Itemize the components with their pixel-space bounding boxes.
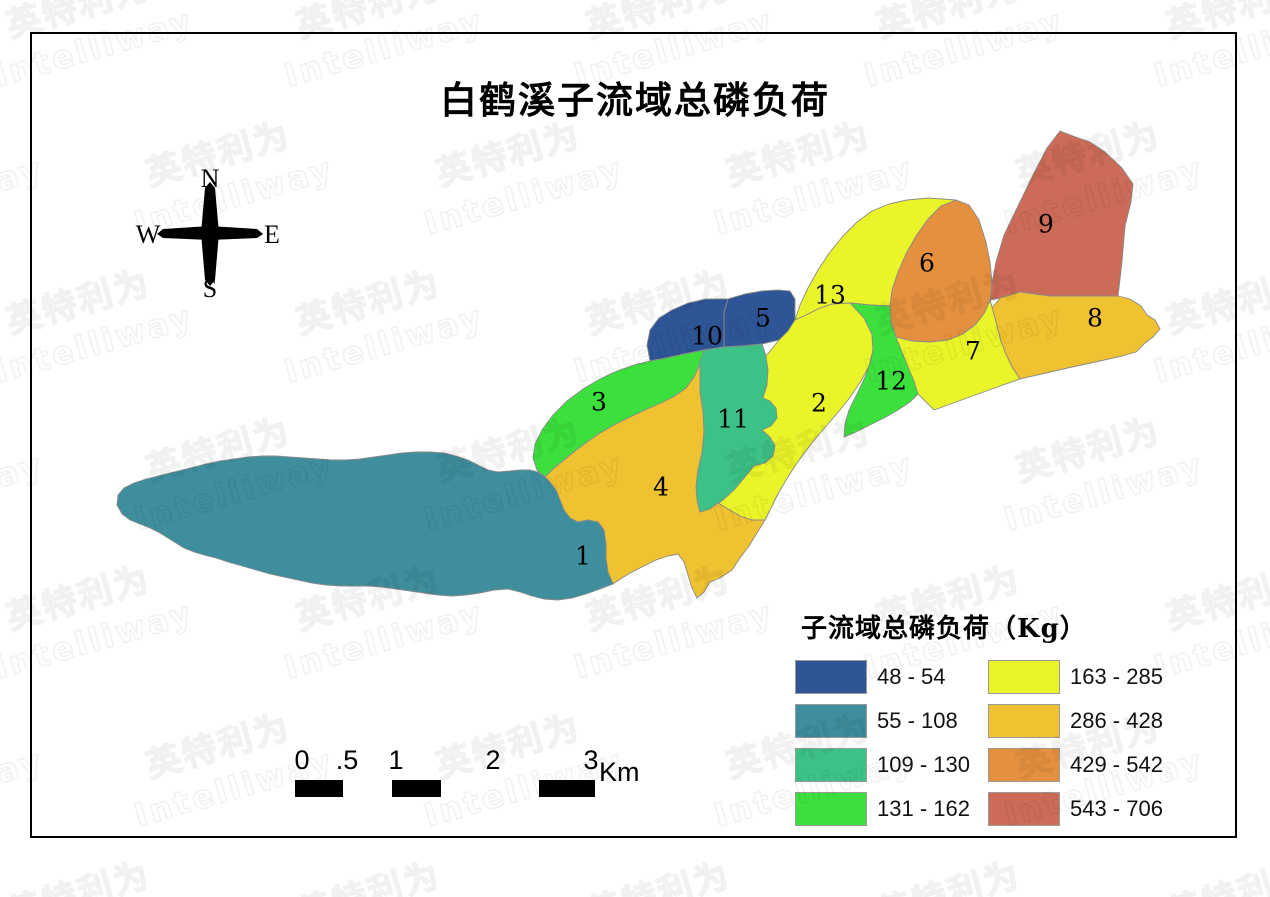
subbasin-label-3: 3 — [591, 388, 607, 417]
legend-item[interactable]: 109 - 130 — [795, 747, 970, 783]
legend-label: 163 - 285 — [1069, 664, 1163, 689]
legend-item[interactable]: 163 - 285 — [987, 659, 1163, 695]
subbasin-polygons — [116, 130, 1161, 601]
scale-seg-black-2 — [392, 780, 441, 797]
legend-swatch — [795, 792, 867, 826]
map-frame — [30, 32, 1237, 838]
subbasin-label-1: 1 — [575, 542, 591, 571]
legend-title: 子流域总磷负荷（Kg） — [801, 614, 1087, 644]
legend-item[interactable]: 429 - 542 — [987, 747, 1163, 783]
north-arrow-compass: N S W E — [135, 164, 285, 318]
legend-column-left: 48 - 54 55 - 108 109 - 130 131 - 162 — [795, 659, 970, 827]
subbasin-label-8: 8 — [1087, 304, 1103, 333]
legend-label: 429 - 542 — [1069, 752, 1163, 777]
subbasin-polygon-8[interactable] — [991, 291, 1161, 380]
compass-label-north: N — [200, 164, 220, 193]
subbasin-label-7: 7 — [965, 337, 981, 366]
scale-bar-unit: Km — [599, 757, 640, 787]
legend-label: 48 - 54 — [877, 664, 946, 689]
subbasin-polygon-9[interactable] — [989, 130, 1134, 301]
legend-swatch — [987, 704, 1060, 738]
subbasin-label-5: 5 — [755, 304, 771, 333]
subbasin-polygon-1[interactable] — [116, 451, 614, 601]
legend-item[interactable]: 55 - 108 — [795, 703, 970, 739]
subbasin-label-4: 4 — [653, 473, 669, 502]
legend-swatch — [795, 704, 867, 738]
compass-label-west: W — [135, 220, 161, 249]
scale-bar-ticks: 0 .5 1 2 3 — [294, 745, 599, 779]
legend-label: 55 - 108 — [877, 708, 958, 733]
legend-item[interactable]: 131 - 162 — [795, 791, 970, 827]
subbasin-label-13: 13 — [814, 281, 846, 310]
subbasin-label-6: 6 — [919, 249, 935, 278]
legend-item[interactable]: 286 - 428 — [987, 703, 1163, 739]
legend-swatch — [987, 660, 1060, 694]
page-title: 白鹤溪子流域总磷负荷 — [440, 78, 830, 122]
scale-tick-1: .5 — [335, 745, 359, 775]
scale-seg-black-3 — [539, 780, 595, 797]
legend-swatch — [795, 660, 867, 694]
scale-tick-2: 1 — [388, 745, 404, 775]
legend-label: 286 - 428 — [1069, 708, 1163, 733]
scale-seg-white-1 — [343, 780, 392, 797]
legend-label: 109 - 130 — [877, 752, 970, 777]
scale-bar: 0 .5 1 2 3 Km — [294, 745, 640, 797]
compass-label-south: S — [202, 274, 218, 303]
subbasin-label-10: 10 — [691, 322, 723, 351]
legend-column-right: 163 - 285 286 - 428 429 - 542 543 - 706 — [987, 659, 1163, 827]
scale-seg-white-2 — [441, 780, 539, 797]
subbasin-label-2: 2 — [811, 389, 827, 418]
subbasin-labels: 1 2 3 4 5 6 7 8 9 10 11 12 13 — [575, 210, 1103, 571]
subbasin-polygon-7[interactable] — [895, 298, 1021, 411]
legend-item[interactable]: 543 - 706 — [987, 791, 1163, 827]
subbasin-label-9: 9 — [1038, 210, 1054, 239]
scale-tick-0: 0 — [294, 745, 310, 775]
subbasin-label-11: 11 — [717, 405, 749, 434]
legend-swatch — [987, 792, 1060, 826]
legend-item[interactable]: 48 - 54 — [795, 659, 970, 695]
subbasin-polygon-12[interactable] — [843, 302, 919, 438]
legend: 子流域总磷负荷（Kg） 48 - 54 55 - 108 109 - 130 1… — [795, 608, 1163, 827]
scale-seg-black-1 — [295, 780, 343, 797]
legend-label: 543 - 706 — [1069, 796, 1163, 821]
scale-tick-4: 3 — [583, 745, 599, 775]
subbasin-label-12: 12 — [875, 367, 907, 396]
compass-label-east: E — [264, 220, 280, 249]
scale-tick-3: 2 — [485, 745, 501, 775]
legend-swatch — [795, 748, 867, 782]
legend-swatch — [987, 748, 1060, 782]
scale-bar-graphic — [295, 780, 595, 797]
compass-rose-icon — [157, 182, 263, 286]
legend-label: 131 - 162 — [877, 796, 970, 821]
